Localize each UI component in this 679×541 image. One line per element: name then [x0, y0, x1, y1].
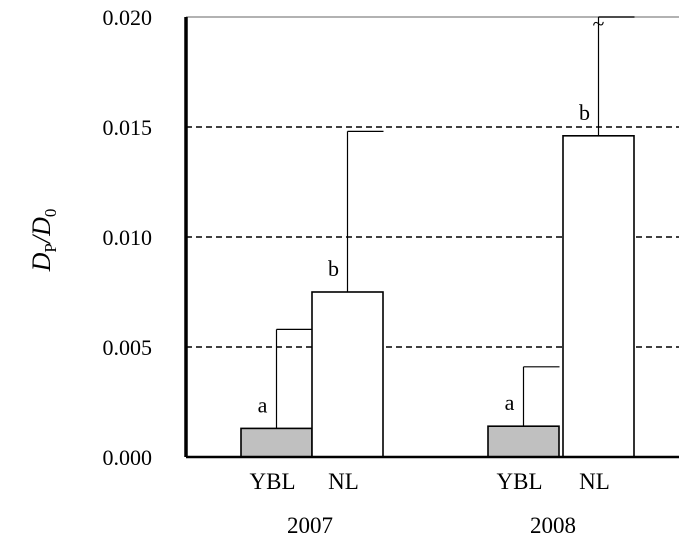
- x-group-label-1: 2008: [530, 513, 576, 538]
- bar-3: [562, 135, 635, 458]
- y-axis-label-sub1: P: [41, 243, 60, 252]
- x-category-label-3: NL: [579, 469, 610, 494]
- y-axis-label-sep: /D: [27, 217, 56, 245]
- y-axis-label-main: D: [27, 252, 56, 272]
- bar-1: [311, 291, 384, 458]
- y-tick-label-3: 0.015: [103, 115, 153, 140]
- significance-label-3: b: [579, 100, 590, 125]
- y-axis-label: DP/D0: [27, 209, 60, 273]
- x-category-label-2: YBL: [497, 469, 543, 494]
- x-group-label-0: 2007: [287, 513, 333, 538]
- significance-label-1: b: [328, 256, 339, 281]
- x-category-label-0: YBL: [250, 469, 296, 494]
- y-axis-label-sub2: 0: [41, 209, 60, 218]
- labels-layer: 0.000 0.005 0.010 0.015 0.020 YBL a NL b YBL a NL b ~…: [103, 5, 610, 538]
- y-tick-label-0: 0.000: [103, 445, 153, 470]
- significance-label-2: a: [505, 390, 515, 415]
- y-tick-label-1: 0.005: [103, 335, 153, 360]
- axes-layer: [184, 17, 679, 459]
- y-tick-label-4: 0.020: [103, 5, 153, 30]
- x-category-label-1: NL: [328, 469, 359, 494]
- significance-label-0: a: [258, 392, 268, 417]
- axis-break-mark: ~: [593, 11, 605, 36]
- y-tick-label-2: 0.010: [103, 225, 153, 250]
- bar-2: [487, 425, 560, 458]
- bars-layer: [240, 16, 635, 458]
- bar-0: [240, 427, 313, 458]
